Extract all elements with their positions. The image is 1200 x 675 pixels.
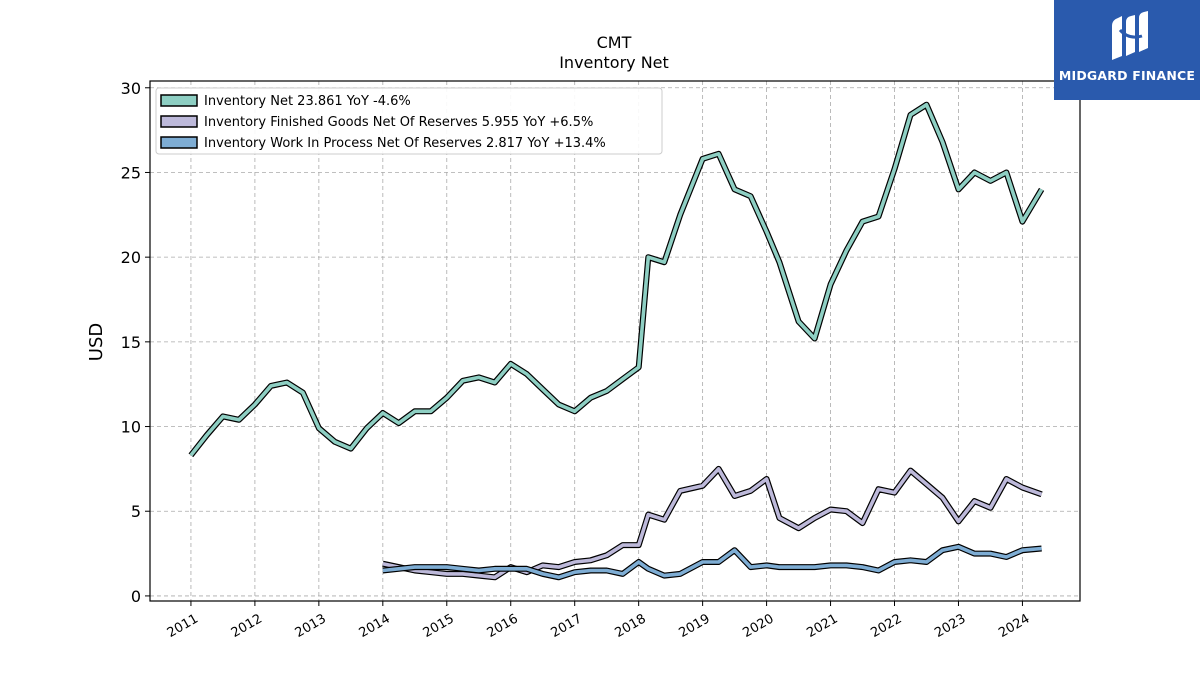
grid <box>150 81 1080 601</box>
legend: Inventory Net 23.861 YoY -4.6% Inventory … <box>155 87 663 155</box>
chart-subtitle: Inventory Net <box>559 53 669 72</box>
x-tick-label: 2012 <box>229 611 265 641</box>
x-tick-label: 2022 <box>868 611 904 641</box>
midgard-logo-icon <box>1112 11 1148 60</box>
legend-box <box>155 87 663 155</box>
chart-title: CMT <box>597 33 632 52</box>
legend-entry: Inventory Finished Goods Net Of Reserves… <box>204 115 593 130</box>
y-tick-label: 30 <box>121 79 141 98</box>
y-tick-label: 5 <box>131 502 141 521</box>
y-tick-label: 25 <box>121 163 141 182</box>
x-tick-label: 2024 <box>996 611 1032 641</box>
y-tick-label: 20 <box>121 248 141 267</box>
x-tick-label: 2011 <box>165 611 201 641</box>
legend-swatch <box>160 115 198 128</box>
x-tick-label: 2017 <box>549 611 585 641</box>
x-tick-label: 2023 <box>932 611 968 641</box>
y-axis-label: USD <box>86 323 107 361</box>
x-tick-label: 2019 <box>676 611 712 641</box>
x-tick-label: 2013 <box>293 611 329 641</box>
x-tick-label: 2021 <box>804 611 840 641</box>
series-3 <box>382 543 1042 581</box>
y-tick-label: 10 <box>121 418 141 437</box>
legend-entry: Inventory Net 23.861 YoY -4.6% <box>204 94 411 109</box>
legend-swatch <box>160 136 198 149</box>
series-line <box>189 102 1044 457</box>
series-1 <box>188 101 1045 458</box>
brand-logo: MIDGARD FINANCE <box>1054 0 1200 100</box>
series-line <box>382 544 1042 580</box>
x-tick-label: 2015 <box>421 611 457 641</box>
series-layer <box>188 101 1045 581</box>
x-tick-label: 2018 <box>613 611 649 641</box>
y-tick-label: 15 <box>121 333 141 352</box>
legend-swatch <box>160 94 198 107</box>
series-line <box>382 467 1043 580</box>
series-2 <box>382 465 1043 581</box>
x-tick-label: 2020 <box>740 611 776 641</box>
y-tick-label: 0 <box>131 587 141 606</box>
x-tick-label: 2016 <box>485 611 521 641</box>
legend-entry: Inventory Work In Process Net Of Reserve… <box>204 136 606 151</box>
brand-name: MIDGARD FINANCE <box>1058 68 1196 83</box>
plot-frame <box>149 80 1081 602</box>
x-tick-label: 2014 <box>357 611 393 641</box>
